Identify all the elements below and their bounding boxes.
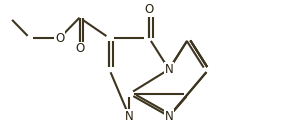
Text: O: O [75, 42, 84, 55]
Text: N: N [125, 110, 133, 123]
Text: O: O [145, 3, 154, 16]
Text: N: N [165, 110, 173, 123]
Text: O: O [55, 32, 64, 45]
Text: N: N [165, 63, 173, 76]
